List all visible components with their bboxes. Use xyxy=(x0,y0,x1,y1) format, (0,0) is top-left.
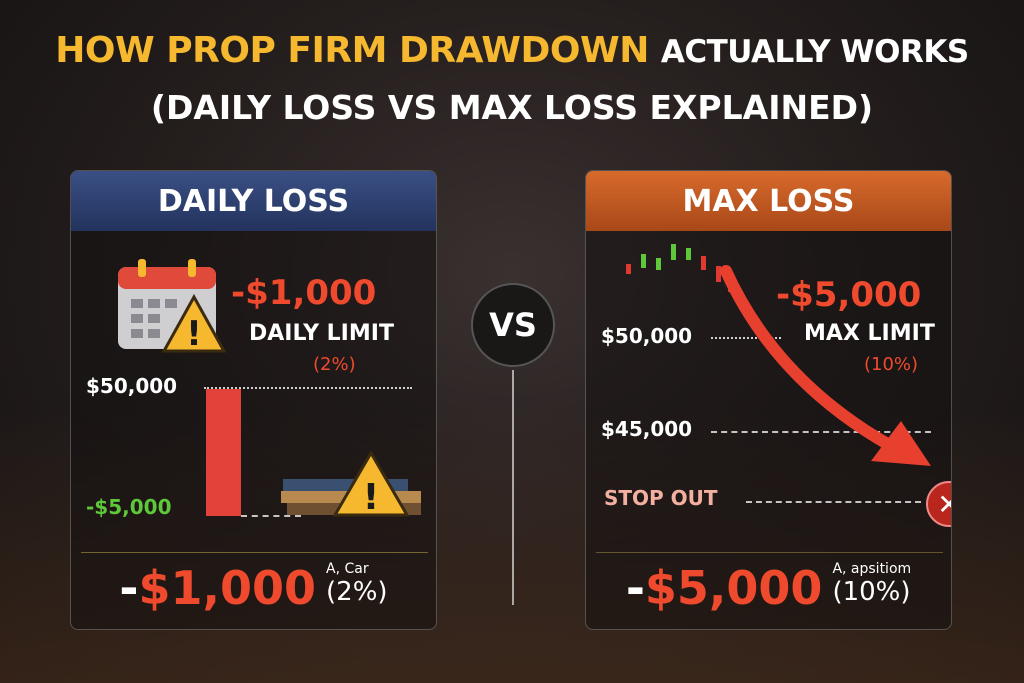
books-warning-icon: ! xyxy=(281,451,421,518)
down-arrow-icon xyxy=(720,265,931,466)
divider xyxy=(596,552,943,553)
close-circle-icon: ✕ xyxy=(926,481,951,527)
svg-text:!: ! xyxy=(363,477,379,518)
daily-header: DAILY LOSS xyxy=(71,171,436,231)
page-title: HOW PROP FIRM DRAWDOWN ACTUALLY WORKS xyxy=(0,30,1024,71)
loss-bar xyxy=(206,389,241,516)
svg-text:!: ! xyxy=(186,314,202,354)
vs-badge: VS xyxy=(471,283,555,367)
daily-limit-label: DAILY LIMIT xyxy=(249,321,394,346)
calendar-icon: ! xyxy=(118,259,226,354)
max-balance: $50,000 xyxy=(601,324,693,348)
max-balance-line xyxy=(711,337,781,339)
stop-out-line xyxy=(746,501,921,503)
daily-summary-amount: $1,000 xyxy=(138,561,317,615)
stop-out-label: STOP OUT xyxy=(604,486,718,510)
max-summary-amount: $5,000 xyxy=(644,561,823,615)
floor-line xyxy=(711,431,931,433)
max-floor: $45,000 xyxy=(601,417,693,441)
page-subtitle: (DAILY LOSS VS MAX LOSS EXPLAINED) xyxy=(150,88,874,127)
max-summary: -$5,000 A, apsitiom (10%) xyxy=(625,561,912,615)
max-amount: -$5,000 xyxy=(776,275,922,315)
title-rest: ACTUALLY WORKS xyxy=(660,34,969,70)
daily-amount: -$1,000 xyxy=(231,273,377,313)
max-header: MAX LOSS xyxy=(586,171,951,231)
divider xyxy=(81,552,428,553)
loss-line xyxy=(241,515,301,517)
max-loss-panel: MAX LOSS -$5,000 MAX LIMIT (10%) $50,000… xyxy=(585,170,952,630)
max-limit-label: MAX LIMIT xyxy=(804,321,935,346)
daily-loss-level: -$5,000 xyxy=(86,495,172,519)
max-limit-pct: (10%) xyxy=(864,354,919,375)
daily-limit-pct: (2%) xyxy=(313,354,356,375)
daily-balance: $50,000 xyxy=(86,374,178,398)
title-highlight: HOW PROP FIRM DRAWDOWN xyxy=(55,30,649,71)
vs-divider xyxy=(512,370,514,605)
balance-line xyxy=(204,387,412,389)
daily-loss-panel: DAILY LOSS ! -$1,000 DAILY LIMIT (2%) $5… xyxy=(70,170,437,630)
daily-summary: -$1,000 A, Car (2%) xyxy=(119,561,388,615)
